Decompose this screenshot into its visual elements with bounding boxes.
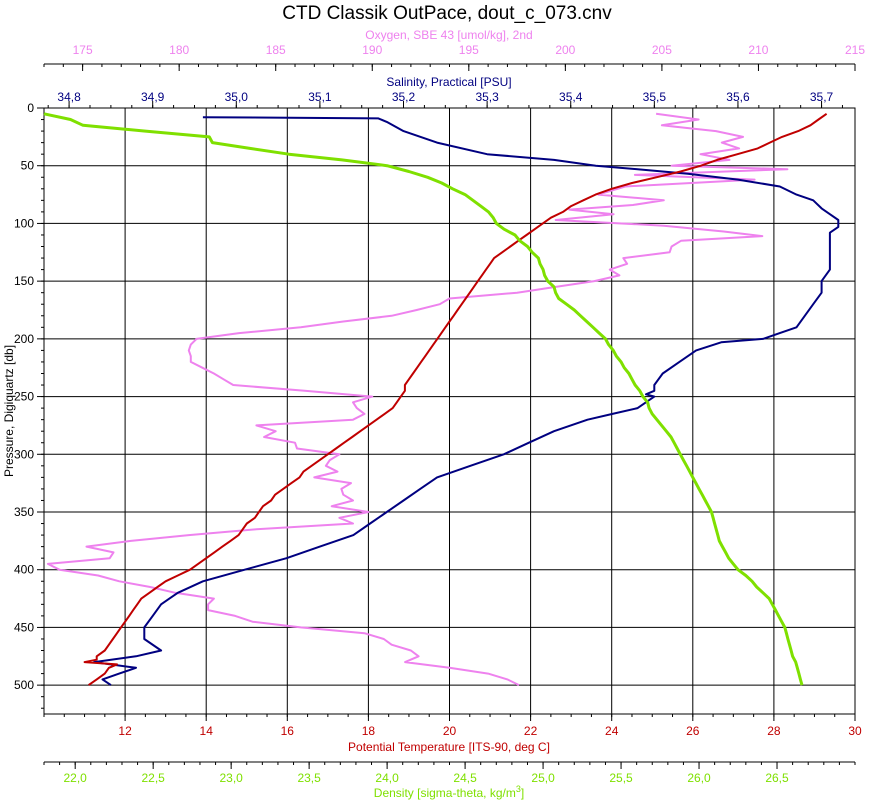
pressure-tick-label: 100 (14, 216, 34, 230)
salinity-tick-label: 35,5 (643, 90, 667, 104)
pressure-tick-label: 400 (14, 563, 34, 577)
temperature-tick-label: 26 (686, 724, 700, 738)
salinity-tick-label: 35,6 (726, 90, 750, 104)
oxygen-tick-label: 200 (555, 43, 575, 57)
temperature-tick-label: 12 (118, 724, 132, 738)
oxygen-axis-label: Oxygen, SBE 43 [umol/kg], 2nd (365, 28, 532, 42)
oxygen-tick-label: 195 (459, 43, 479, 57)
pressure-axis: 0 50 100 150 200 250 300 350 400 450 500 Pressure,… (2, 101, 44, 709)
temperature-tick-group: 12 14 16 18 20 22 24 26 28 30 (43, 714, 862, 738)
oxygen-tick-label: 175 (73, 43, 93, 57)
temperature-axis: 12 14 16 18 20 22 24 26 28 30 Potential Temperatu… (43, 714, 862, 754)
pressure-tick-label: 0 (27, 101, 34, 115)
temperature-tick-label: 24 (605, 724, 619, 738)
salinity-tick-label: 34,9 (141, 90, 165, 104)
pressure-tick-label: 450 (14, 620, 34, 634)
salinity-axis: 34,8 34,9 35,0 35,1 35,2 35,3 35,4 35,5 35,6 35,7… (47, 75, 843, 108)
salinity-axis-label: Salinity, Practical [PSU] (386, 75, 511, 89)
density-tick-label: 23,5 (297, 771, 321, 785)
series-line-temperature (83, 112, 828, 686)
oxygen-tick-label: 215 (845, 43, 865, 57)
chart-title: CTD Classik OutPace, dout_c_073.cnv (282, 3, 612, 24)
pressure-tick-label: 300 (14, 447, 34, 461)
oxygen-tick-label: 190 (362, 43, 382, 57)
pressure-tick-label: 250 (14, 390, 34, 404)
pressure-tick-label: 350 (14, 505, 34, 519)
pressure-axis-label: Pressure, Digiquartz [db] (2, 345, 16, 477)
temperature-tick-label: 14 (200, 724, 214, 738)
series-layer (43, 112, 840, 686)
oxygen-tick-label: 180 (169, 43, 189, 57)
density-tick-group: 22,0 22,5 23,0 23,5 24,0 24,5 25,0 25,5 26,0 26,5 (43, 762, 856, 785)
oxygen-tick-label: 185 (266, 43, 286, 57)
pressure-tick-group: 0 50 100 150 200 250 300 350 400 450 500 (14, 101, 44, 709)
density-tick-label: 26,5 (765, 771, 789, 785)
pressure-tick-label: 50 (21, 159, 35, 173)
density-tick-label: 25,0 (531, 771, 555, 785)
temperature-tick-label: 18 (362, 724, 376, 738)
series-line-oxygen (46, 112, 789, 686)
oxygen-tick-label: 205 (652, 43, 672, 57)
density-tick-label: 25,5 (609, 771, 633, 785)
density-tick-label: 22,0 (64, 771, 88, 785)
oxygen-tick-label: 210 (748, 43, 768, 57)
series-line-salinity (93, 116, 840, 686)
oxygen-axis: 175 180 185 190 195 200 205 210 215 Oxygen, SBE … (43, 28, 865, 71)
pressure-tick-label: 200 (14, 332, 34, 346)
pressure-tick-label: 500 (14, 678, 34, 692)
density-tick-label: 23,0 (219, 771, 243, 785)
pressure-tick-label: 150 (14, 274, 34, 288)
series-line-density (43, 112, 804, 686)
salinity-tick-label: 35,3 (475, 90, 499, 104)
temperature-axis-label: Potential Temperature [ITS-90, deg C] (348, 740, 550, 754)
salinity-tick-label: 35,4 (559, 90, 583, 104)
temperature-tick-label: 16 (281, 724, 295, 738)
temperature-tick-label: 20 (443, 724, 457, 738)
oxygen-tick-group: 175 180 185 190 195 200 205 210 215 (43, 43, 865, 71)
salinity-tick-label: 35,0 (225, 90, 249, 104)
temperature-tick-label: 22 (524, 724, 538, 738)
temperature-tick-label: 28 (767, 724, 781, 738)
density-tick-label: 26,0 (687, 771, 711, 785)
salinity-tick-label: 34,8 (57, 90, 81, 104)
density-axis-label: Density [sigma-theta, kg/m3] (374, 784, 524, 800)
salinity-tick-label: 35,1 (308, 90, 332, 104)
salinity-tick-group: 34,8 34,9 35,0 35,1 35,2 35,3 35,4 35,5 35,6 35,7 (47, 90, 843, 108)
salinity-tick-label: 35,2 (392, 90, 416, 104)
salinity-tick-label: 35,7 (810, 90, 834, 104)
density-tick-label: 24,5 (453, 771, 477, 785)
density-tick-label: 24,0 (375, 771, 399, 785)
plot-grid (44, 107, 856, 714)
density-axis: 22,0 22,5 23,0 23,5 24,0 24,5 25,0 25,5 26,0 26,5… (43, 761, 856, 800)
temperature-tick-label: 30 (848, 724, 862, 738)
density-tick-label: 22,5 (141, 771, 165, 785)
